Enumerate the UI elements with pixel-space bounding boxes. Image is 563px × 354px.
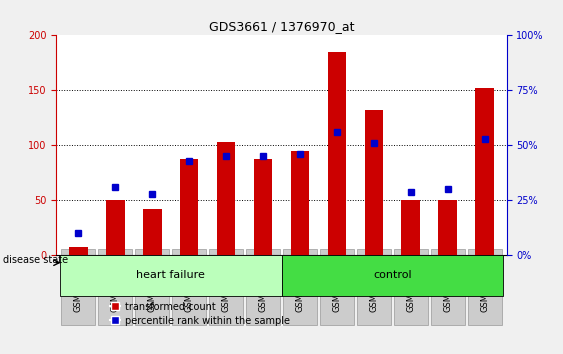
Text: heart failure: heart failure [136,270,205,280]
Bar [401,200,420,255]
Bar [328,52,346,255]
Bar [143,209,162,255]
Bar [254,159,272,255]
Bar [291,151,309,255]
Bar [106,200,124,255]
Bar [365,110,383,255]
Bar [475,88,494,255]
Title: GDS3661 / 1376970_at: GDS3661 / 1376970_at [209,20,354,33]
Bar [69,246,88,255]
Bar [217,142,235,255]
Bar [439,200,457,255]
Text: disease state: disease state [3,255,68,265]
Bar [180,159,198,255]
Text: control: control [373,270,412,280]
Bar [282,255,503,296]
Bar [60,255,282,296]
Legend: transformed count, percentile rank within the sample: transformed count, percentile rank withi… [106,298,293,330]
